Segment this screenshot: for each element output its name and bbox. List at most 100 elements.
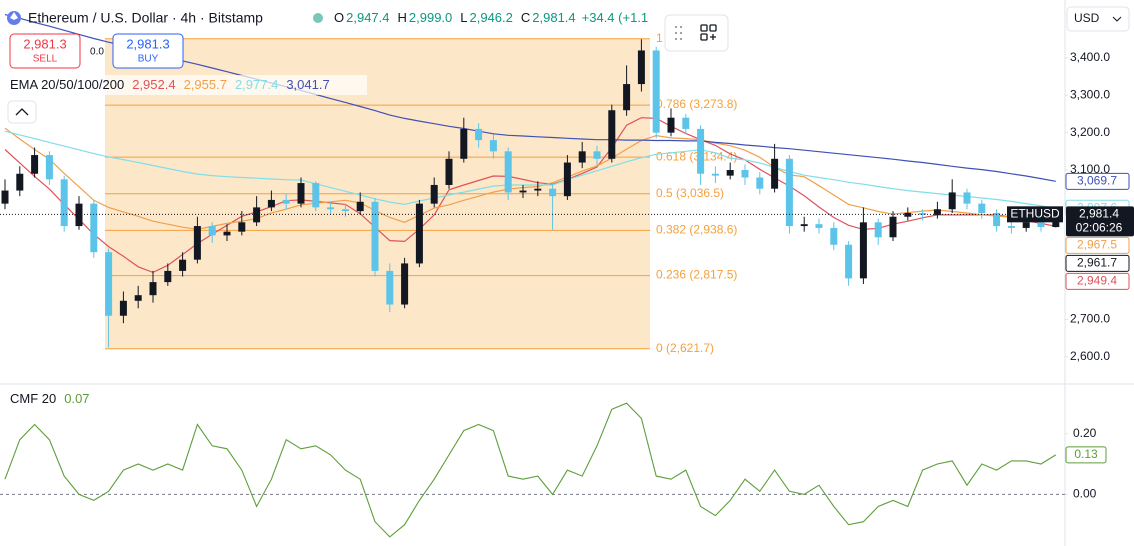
candle-body: [534, 188, 542, 191]
countdown: 02:06:26: [1076, 221, 1123, 235]
candle-body: [401, 263, 409, 305]
currency-label: USD: [1074, 11, 1100, 25]
candle-body: [312, 183, 320, 208]
cmf-value: 0.07: [64, 391, 89, 406]
candle-body: [75, 203, 83, 227]
candle-body: [253, 207, 261, 223]
buy-label: BUY: [138, 54, 159, 65]
symbol-logo-mark: [10, 12, 18, 20]
sell-button[interactable]: [9, 33, 81, 69]
price-marker-label: 3,069.7: [1077, 174, 1117, 188]
candle-body: [800, 224, 808, 227]
candle-body: [608, 110, 616, 159]
candle-body: [164, 270, 172, 283]
fib-label: 1: [656, 31, 663, 45]
currency-chevron: [1112, 16, 1122, 22]
symbol-tag: ETHUSD: [1010, 207, 1060, 221]
y-tick-label: 2,600.0: [1070, 349, 1110, 363]
last-price-label: 2,981.4: [1079, 207, 1119, 221]
candle-body: [475, 128, 483, 141]
candle-body: [1037, 222, 1045, 228]
candle-body: [341, 209, 349, 212]
candle-body: [134, 295, 142, 301]
fib-label: 0.382 (2,938.6): [656, 222, 737, 236]
legend-background: [5, 75, 367, 95]
candle-body: [845, 244, 853, 279]
candle-body: [741, 170, 749, 178]
ohlc-value: 2,947.4: [346, 10, 389, 25]
floating-toolbar: [664, 14, 729, 52]
cmf-marker-box: [1065, 446, 1107, 464]
candle-body: [386, 270, 394, 305]
candle-body: [371, 201, 379, 271]
cmf-legend: CMF 20 0.07: [10, 391, 90, 406]
ohlc-value: 2,981.4: [532, 10, 575, 25]
symbol-tag-box: [1007, 206, 1063, 223]
ema-value: 2,952.4: [132, 77, 175, 92]
candle-body: [919, 212, 927, 215]
collapse-button[interactable]: [7, 100, 37, 124]
main-pane: 10.786 (3,273.8)0.618 (3,134.4)0.5 (3,03…: [0, 14, 1065, 355]
candle-body: [504, 151, 512, 193]
price-marker-box: [1065, 254, 1130, 272]
ema-line: [4, 130, 1056, 209]
candle-body: [563, 162, 571, 197]
toolbar-grip[interactable]: [674, 25, 683, 41]
ema-legend: EMA 20/50/100/200 2,952.4 2,955.7 2,977.4 3,…: [10, 77, 330, 92]
last-price-box: [1066, 206, 1134, 237]
price-marker-box: [1065, 236, 1130, 254]
candle-body: [667, 117, 675, 133]
fib-label: 0 (2,621.7): [656, 341, 714, 355]
cmf-marker-label: 0.13: [1074, 447, 1098, 461]
fib-label: 0.786 (3,273.8): [656, 97, 737, 111]
candle-body: [119, 300, 127, 316]
candle-body: [193, 226, 201, 260]
currency-selector[interactable]: [1066, 6, 1130, 32]
candle-body: [16, 173, 24, 191]
candle-body: [282, 199, 290, 204]
candle-body: [445, 158, 453, 185]
ohlc-key: H: [398, 10, 407, 25]
candle-body: [460, 128, 468, 159]
spread: 0.0: [90, 47, 104, 58]
candle-body: [682, 117, 690, 129]
price-marker-label: 2,949.4: [1077, 274, 1117, 288]
candle-body: [60, 179, 68, 227]
candle-body: [874, 222, 882, 238]
price-marker-box: [1065, 172, 1130, 190]
candle-body: [756, 177, 764, 189]
ema-label[interactable]: EMA 20/50/100/200: [10, 77, 124, 92]
candle-body: [771, 158, 779, 189]
y-tick-label: 3,100.0: [1070, 162, 1110, 176]
candle-body: [859, 222, 867, 279]
market-status[interactable]: [313, 13, 323, 23]
candle-body: [1022, 222, 1030, 228]
y-tick-label: 3,200.0: [1070, 125, 1110, 139]
y-tick-label: 2,700.0: [1070, 312, 1110, 326]
fib-label: 0.5 (3,036.5): [656, 186, 724, 200]
y-tick-label: 3,400.0: [1070, 50, 1110, 64]
candle-body: [356, 201, 364, 212]
y-tick-label: 3,300.0: [1070, 87, 1110, 101]
cmf-pane: [0, 402, 1065, 538]
y-tick-label: 0.20: [1073, 426, 1097, 440]
candle-body: [637, 50, 645, 85]
candle-body: [711, 173, 719, 176]
candle-body: [1007, 226, 1015, 228]
buy-button[interactable]: [112, 33, 184, 69]
candle-body: [489, 140, 497, 152]
price-marker-label: 2,967.5: [1077, 238, 1117, 252]
candle-body: [519, 190, 527, 193]
candle-body: [267, 199, 275, 208]
candle-body: [223, 231, 231, 236]
candle-body: [415, 203, 423, 264]
cmf-label[interactable]: CMF 20: [10, 391, 56, 406]
candle-body: [963, 192, 971, 204]
symbol-title[interactable]: Ethereum / U.S. Dollar · 4h · Bitstamp: [28, 10, 263, 26]
candle-body: [652, 50, 660, 133]
toolbar-icon[interactable]: [700, 24, 717, 41]
candle-body: [179, 259, 187, 271]
candle-body: [948, 192, 956, 210]
candle-body: [45, 155, 53, 180]
candle-body: [726, 170, 734, 176]
